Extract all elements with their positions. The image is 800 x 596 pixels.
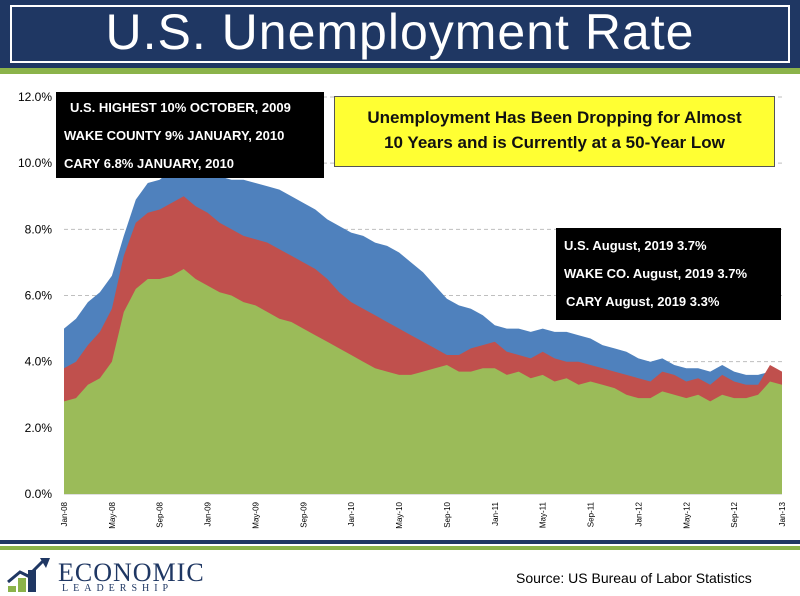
x-tick-label: Jan-12: [634, 501, 643, 526]
x-tick-label: Sep-10: [443, 501, 452, 527]
source-note: Source: US Bureau of Labor Statistics: [516, 570, 752, 586]
logo-growth-icon: [7, 558, 50, 592]
headline-line-1: Unemployment Has Been Dropping for Almos…: [367, 108, 742, 127]
callout-us-current: U.S. August, 2019 3.7%: [564, 238, 707, 253]
x-tick-label: Jan-10: [347, 501, 356, 526]
page-title: U.S. Unemployment Rate: [105, 4, 695, 60]
callout-wake-highest: WAKE COUNTY 9% JANUARY, 2010: [64, 128, 285, 143]
x-tick-label: Jan-08: [60, 501, 69, 526]
unemployment-area-chart: 0.0% 2.0% 4.0% 6.0% 8.0% 10.0% 12.0% Jan-08 May-…: [18, 90, 787, 529]
x-tick-label: May-10: [395, 501, 404, 528]
x-tick-label: Jan-09: [204, 501, 213, 526]
y-tick-label: 12.0%: [18, 90, 52, 104]
y-tick-label: 4.0%: [25, 355, 53, 369]
logo-subtitle: LEADERSHIP: [62, 583, 174, 594]
y-tick-label: 0.0%: [25, 487, 53, 501]
y-tick-label: 6.0%: [25, 289, 53, 303]
x-tick-label: Sep-12: [730, 501, 739, 527]
headline-callout: Unemployment Has Been Dropping for Almos…: [334, 96, 775, 167]
footer-divider: [0, 540, 800, 544]
title-banner: U.S. Unemployment Rate: [0, 0, 800, 72]
x-tick-label: Sep-09: [299, 501, 308, 527]
footer-accent-stripe: [0, 546, 800, 550]
title-accent-stripe: [0, 68, 800, 74]
callout-wake-current: WAKE CO. August, 2019 3.7%: [564, 266, 748, 281]
x-tick-label: May-09: [251, 501, 260, 528]
logo-wordmark: ECONOMIC: [58, 558, 205, 587]
y-tick-label: 8.0%: [25, 222, 53, 236]
x-tick-label: May-08: [108, 501, 117, 528]
highest-rates-callout: U.S. HIGHEST 10% OCTOBER, 2009 WAKE COUN…: [56, 92, 324, 178]
x-tick-label: Jan-11: [491, 501, 500, 525]
title-banner-frame: [10, 5, 790, 63]
headline-line-2: 10 Years and is Currently at a 50-Year L…: [384, 133, 725, 152]
x-tick-label: Sep-11: [587, 501, 596, 527]
y-tick-label: 2.0%: [25, 421, 53, 435]
area-cary: [64, 269, 782, 494]
current-rates-callout: U.S. August, 2019 3.7% WAKE CO. August, …: [556, 228, 781, 320]
x-tick-label: Sep-08: [156, 501, 165, 527]
callout-cary-highest: CARY 6.8% JANUARY, 2010: [64, 156, 235, 171]
callout-cary-current: CARY August, 2019 3.3%: [566, 294, 720, 309]
x-tick-label: May-11: [539, 501, 548, 528]
callout-us-highest: U.S. HIGHEST 10% OCTOBER, 2009: [70, 100, 291, 115]
y-tick-label: 10.0%: [18, 156, 52, 170]
x-tick-label: May-12: [682, 501, 691, 528]
x-tick-label: Jan-13: [778, 501, 787, 526]
